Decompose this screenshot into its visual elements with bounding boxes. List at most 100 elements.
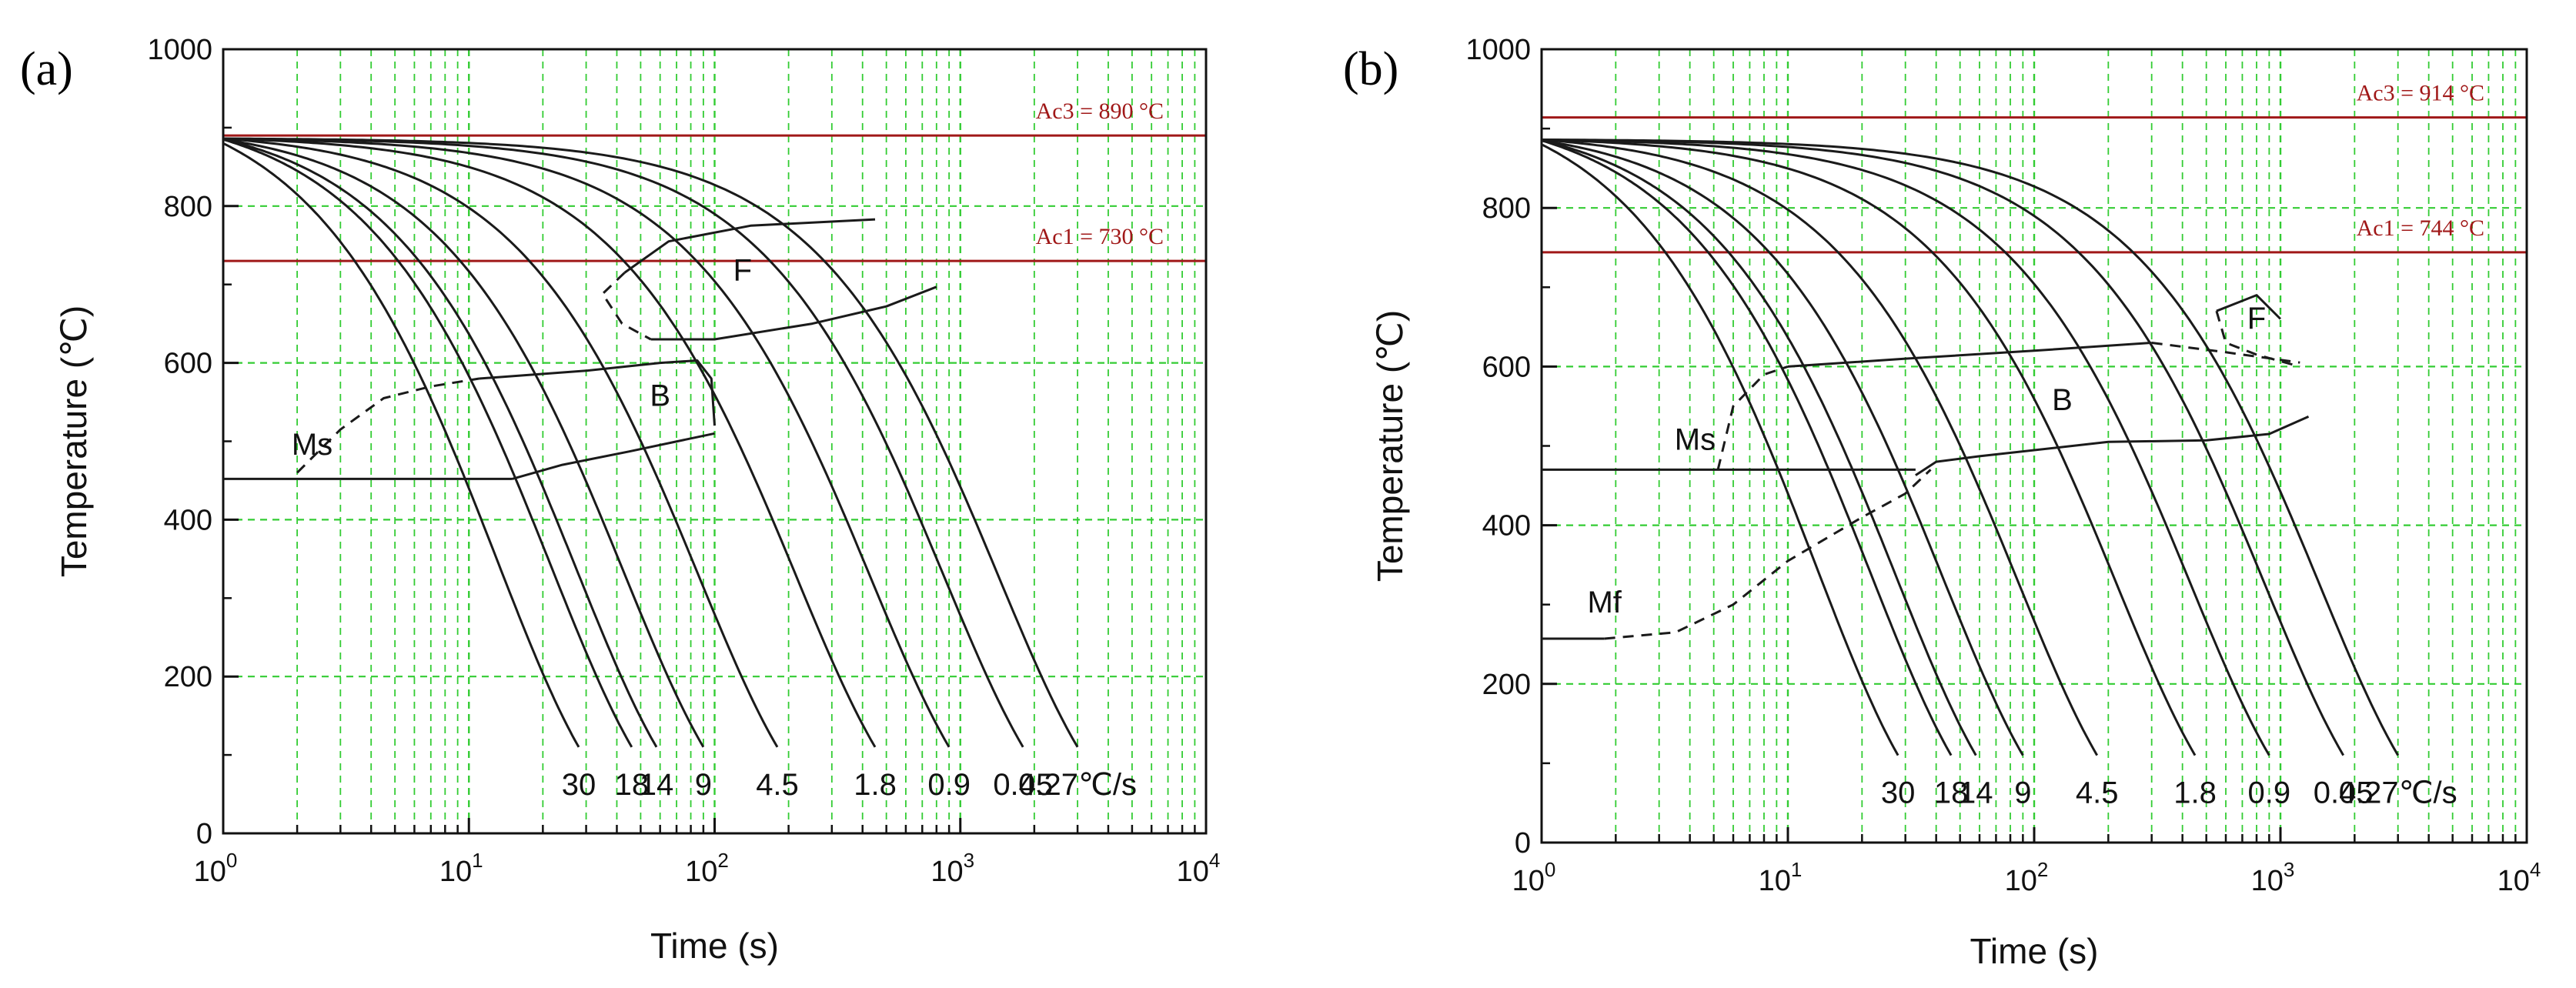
cooling-rate-label: 0.9 [2248, 776, 2291, 810]
x-tick-base: 10 [2251, 865, 2284, 897]
x-tick-exponent: 3 [964, 849, 974, 872]
y-tick-label: 0 [1515, 827, 1531, 859]
cooling-curve [1541, 139, 1977, 756]
x-tick-label: 103 [2251, 858, 2295, 897]
x-tick-base: 10 [439, 856, 472, 888]
transformation-line-bainite-start [1787, 342, 2152, 368]
cooling-rate-label: 0.45 [2314, 776, 2374, 810]
x-tick-base: 10 [931, 856, 963, 888]
transformation-line-bainite-start-dashed [2151, 342, 2300, 364]
region-label: B [650, 379, 670, 413]
y-axis-title: Temperature (℃) [1370, 310, 1410, 582]
reference-line-label: Ac1 = 730 °C [1036, 224, 1164, 249]
cooling-curve [222, 137, 951, 748]
cooling-curve [222, 138, 705, 748]
cooling-rate-label: 14 [640, 768, 674, 802]
x-tick-exponent: 1 [1791, 858, 1802, 881]
transformation-line-ferrite-start-dashed [601, 272, 652, 341]
cooling-curve [222, 142, 580, 748]
transformation-line-bainite-finish [512, 432, 715, 480]
region-label: F [733, 254, 752, 288]
y-tick-label: 200 [1482, 669, 1531, 701]
x-axis-title: Time (s) [650, 926, 779, 966]
region-label: B [2052, 383, 2073, 417]
y-tick-label: 600 [164, 348, 212, 380]
x-tick-exponent: 0 [226, 849, 237, 872]
cooling-curve [223, 137, 1079, 748]
cooling-curve [222, 137, 779, 748]
region-label: Ms [1675, 423, 1716, 457]
x-tick-label: 102 [685, 849, 729, 888]
cooling-rate-label: 18 [1934, 776, 1969, 810]
transformation-line-ferrite-start [2216, 294, 2282, 320]
x-tick-base: 10 [2005, 865, 2037, 897]
transformation-line-ferrite-start [623, 218, 876, 274]
x-tick-base: 10 [1512, 865, 1545, 897]
x-tick-exponent: 3 [2284, 858, 2294, 881]
transformation-line-bainite-start-dashed-low [1716, 365, 1789, 470]
transformation-line-bainite-finish [1915, 416, 2310, 476]
x-tick-exponent: 0 [1545, 858, 1555, 881]
panel-label: (b) [1343, 43, 1398, 95]
y-tick-label: 1000 [1465, 34, 1531, 66]
cooling-rate-label: 0.27℃/s [1018, 768, 1137, 802]
y-tick-label: 400 [1482, 510, 1531, 542]
x-tick-label: 103 [931, 849, 974, 888]
x-tick-base: 10 [1759, 865, 1791, 897]
x-tick-exponent: 1 [472, 849, 483, 872]
cooling-rate-label: 9 [695, 768, 712, 802]
y-tick-label: 800 [1482, 192, 1531, 225]
x-tick-label: 100 [1512, 858, 1556, 897]
transformation-line-mf-dashed [1604, 469, 1932, 640]
reference-line-label: Ac3 = 914 °C [2357, 81, 2484, 106]
cooling-rate-label: 0.9 [927, 768, 971, 802]
cooling-curve [1541, 139, 2099, 756]
x-tick-base: 10 [685, 856, 717, 888]
y-tick-label: 1000 [147, 34, 212, 66]
reference-line-label: Ac1 = 744 °C [2357, 215, 2484, 241]
cooling-rate-label: 30 [1881, 776, 1916, 810]
cooling-rate-label: 0.27℃/s [2339, 776, 2457, 810]
x-axis-title: Time (s) [1970, 931, 2099, 971]
cooling-rate-label: 30 [562, 768, 596, 802]
reference-line-label: Ac3 = 890 °C [1036, 98, 1164, 124]
transformation-line-ms-dashed [296, 377, 479, 474]
cooling-curve [1541, 139, 2024, 756]
cooling-curve [1541, 139, 1953, 756]
x-tick-label: 104 [1177, 849, 1221, 888]
x-tick-base: 10 [2497, 865, 2530, 897]
x-tick-base: 10 [194, 856, 226, 888]
cooling-rate-label: 1.8 [854, 768, 897, 802]
x-tick-label: 102 [2005, 858, 2049, 897]
cooling-rate-label: 1.8 [2173, 776, 2217, 810]
cooling-rate-label: 9 [2014, 776, 2031, 810]
x-tick-exponent: 2 [2037, 858, 2048, 881]
transformation-line-bainite-start [479, 359, 716, 426]
cooling-rate-label: 4.5 [2076, 776, 2119, 810]
panel-label: (a) [20, 43, 73, 95]
cooling-rate-label: 14 [1959, 776, 1993, 810]
cooling-curve [1541, 139, 2270, 756]
region-label: F [2247, 302, 2266, 335]
cooling-rate-label: 4.5 [756, 768, 799, 802]
y-tick-label: 400 [164, 504, 212, 536]
y-tick-label: 0 [196, 818, 212, 850]
x-tick-label: 104 [2497, 858, 2541, 897]
transformation-line-ferrite-finish [650, 285, 937, 341]
y-axis-title: Temperature (℃) [54, 305, 94, 577]
cooling-curve [222, 137, 877, 748]
x-tick-base: 10 [1177, 856, 1209, 888]
y-tick-label: 200 [164, 661, 212, 693]
x-tick-exponent: 2 [717, 849, 728, 872]
cooling-curve [1541, 143, 1899, 756]
y-tick-label: 600 [1482, 351, 1531, 383]
cooling-curve [222, 138, 633, 748]
cooling-curve [1541, 139, 2400, 756]
cooling-rate-label: 0.45 [993, 768, 1053, 802]
x-tick-exponent: 4 [1209, 849, 1220, 872]
y-tick-label: 800 [164, 191, 212, 223]
cooling-curve [1541, 139, 2197, 756]
